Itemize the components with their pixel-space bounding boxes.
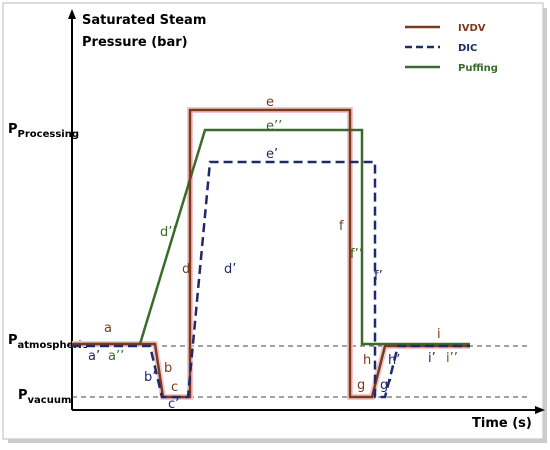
segment-label: h bbox=[363, 353, 371, 368]
segment-label: c bbox=[171, 380, 178, 395]
segment-label: d’ bbox=[224, 262, 236, 277]
ivdv-curve bbox=[72, 108, 470, 399]
segment-label: d’’ bbox=[160, 225, 177, 240]
level-label: Patmospheric bbox=[8, 333, 88, 351]
segment-label: g’ bbox=[380, 378, 392, 393]
segment-label: b’ bbox=[144, 370, 156, 385]
legend-label: Puffing bbox=[458, 63, 498, 74]
segment-label: e’ bbox=[266, 147, 278, 162]
dic-curve bbox=[72, 160, 470, 399]
segment-label: i bbox=[437, 327, 441, 342]
segment-label: h’ bbox=[388, 353, 400, 368]
segment-label: a’ bbox=[88, 349, 100, 364]
x-axis-title: Time (s) bbox=[472, 416, 532, 431]
y-axis-title: Pressure (bar) bbox=[82, 35, 188, 50]
frame-shadow bbox=[8, 439, 547, 443]
level-label: Pvacuum bbox=[18, 388, 71, 406]
legend-label: DIC bbox=[458, 43, 477, 54]
segment-label: f’’ bbox=[350, 247, 363, 262]
frame-shadow bbox=[543, 8, 547, 442]
segment-label: a bbox=[104, 321, 112, 336]
segment-label: c’ bbox=[168, 397, 179, 412]
level-main: P bbox=[8, 333, 18, 348]
segment-label: i’ bbox=[428, 351, 436, 366]
legend-label: IVDV bbox=[458, 23, 486, 34]
segment-label: d bbox=[182, 262, 190, 277]
segment-label: e bbox=[266, 95, 274, 110]
segment-labels: a a’ a’’ b b’ c c’ d d’ d’’ e e’’ e’ f f’’ f’ g g’ h h’ ii’ i… bbox=[88, 95, 458, 412]
level-main: P bbox=[8, 122, 18, 137]
segment-label: i’’ bbox=[446, 351, 458, 366]
segment-label: f bbox=[339, 219, 344, 234]
level-sub: vacuum bbox=[28, 395, 72, 406]
segment-label: g bbox=[357, 378, 365, 393]
segment-label: a’’ bbox=[108, 349, 124, 364]
segment-label: b bbox=[164, 361, 172, 376]
y-axis-title: Saturated Steam bbox=[82, 13, 206, 28]
segment-label: f’ bbox=[374, 269, 383, 284]
level-main: P bbox=[18, 388, 28, 403]
level-label: PProcessing bbox=[8, 122, 79, 140]
level-sub: atmospheric bbox=[18, 340, 88, 351]
level-sub: Processing bbox=[18, 129, 79, 140]
segment-label: e’’ bbox=[266, 119, 282, 134]
